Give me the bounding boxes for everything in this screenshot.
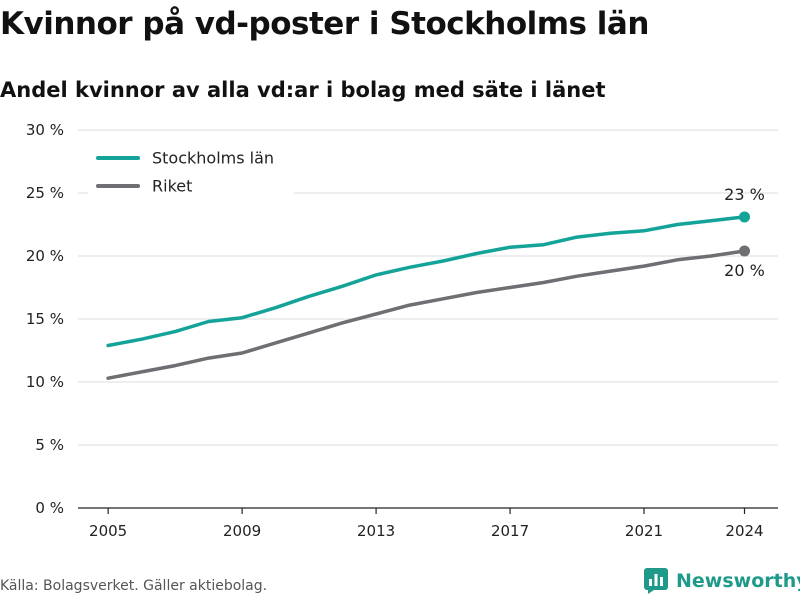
legend: Stockholms län Riket	[88, 142, 294, 200]
x-tick-label: 2005	[89, 522, 127, 540]
brand-name: Newsworthy	[676, 570, 800, 592]
y-axis-labels: 0 % 5 % 10 % 15 % 20 % 25 % 30 %	[26, 121, 64, 517]
y-tick-label: 20 %	[26, 247, 64, 265]
y-tick-label: 25 %	[26, 184, 64, 202]
y-tick-label: 5 %	[35, 436, 64, 454]
series-lines	[106, 211, 751, 380]
x-tick-label: 2009	[223, 522, 261, 540]
source-note: Källa: Bolagsverket. Gäller aktiebolag.	[0, 578, 268, 594]
legend-label: Riket	[152, 177, 192, 196]
series-line-1	[106, 249, 747, 380]
end-labels: 23 % 20 %	[724, 185, 765, 280]
chart-subtitle: Andel kvinnor av alla vd:ar i bolag med …	[0, 78, 606, 102]
y-tick-label: 10 %	[26, 373, 64, 391]
newsworthy-brand[interactable]: Newsworthy	[644, 568, 800, 594]
legend-background	[88, 142, 294, 200]
y-tick-label: 15 %	[26, 310, 64, 328]
y-tick-label: 30 %	[26, 121, 64, 139]
series-end-point-0	[739, 211, 751, 223]
x-axis: 2005 2009 2013 2017 2021 2024	[78, 507, 778, 540]
x-tick-label: 2024	[725, 522, 763, 540]
end-label-stockholm: 23 %	[724, 185, 765, 204]
bar-chart-logo-icon	[644, 568, 668, 594]
chart-title: Kvinnor på vd-poster i Stockholms län	[0, 6, 649, 42]
x-tick-label: 2013	[357, 522, 395, 540]
x-tick-label: 2021	[625, 522, 663, 540]
series-line-0	[106, 215, 747, 348]
legend-label: Stockholms län	[152, 149, 274, 168]
x-tick-label: 2017	[491, 522, 529, 540]
series-end-point-1	[739, 245, 751, 257]
end-label-riket: 20 %	[724, 261, 765, 280]
y-tick-label: 0 %	[35, 499, 64, 517]
